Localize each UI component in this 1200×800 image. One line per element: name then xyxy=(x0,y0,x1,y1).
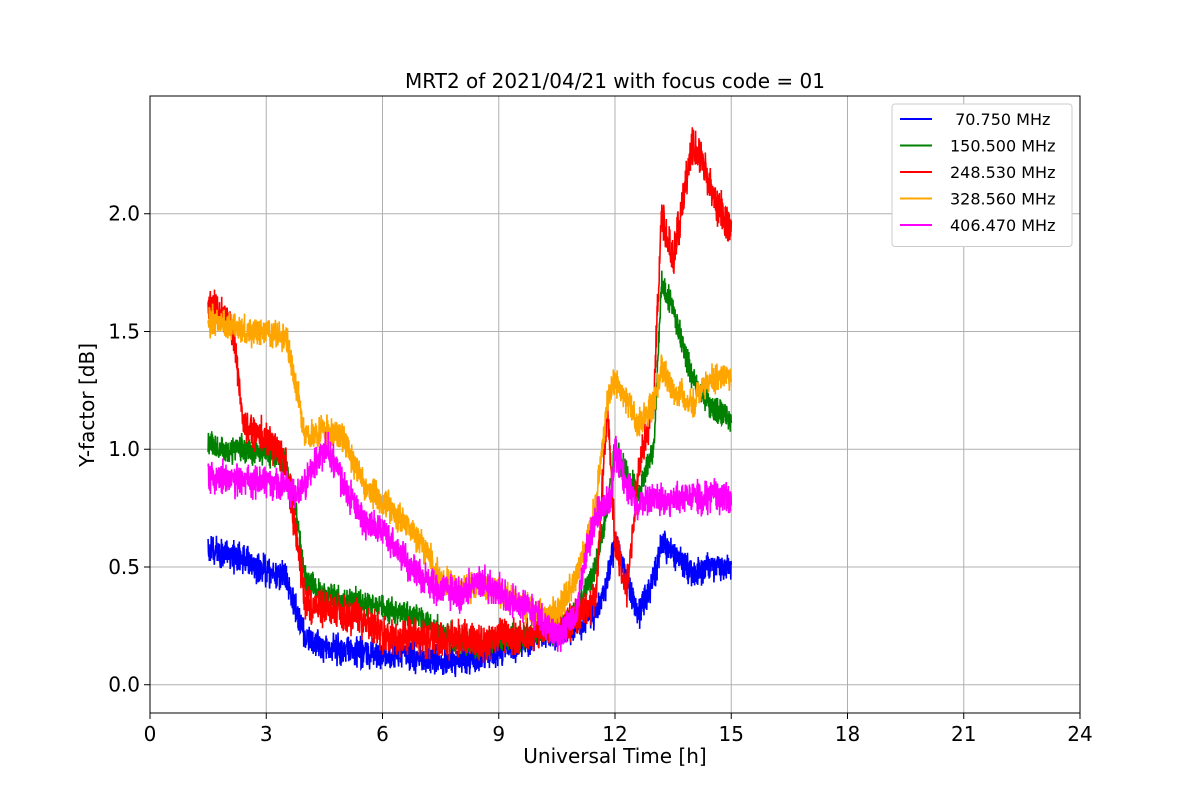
series-layer xyxy=(207,127,733,678)
legend-label: 150.500 MHz xyxy=(950,137,1055,156)
x-axis-ticks: 0 3 6 9 12 15 18 21 24 xyxy=(144,713,1093,746)
legend-label: 248.530 MHz xyxy=(950,163,1055,182)
x-axis-title: Universal Time [h] xyxy=(523,744,706,768)
chart-title: MRT2 of 2021/04/21 with focus code = 01 xyxy=(405,69,825,93)
x-tick-label: 18 xyxy=(835,722,860,746)
y-tick-label: 1.0 xyxy=(108,437,140,461)
y-axis-ticks: 0.0 0.5 1.0 1.5 2.0 xyxy=(108,202,150,697)
x-tick-label: 21 xyxy=(951,722,976,746)
legend: 70.750 MHz 150.500 MHz 248.530 MHz 328.560 … xyxy=(891,103,1073,247)
y-tick-label: 2.0 xyxy=(108,202,140,226)
legend-label: 406.470 MHz xyxy=(950,216,1055,235)
series-line-0 xyxy=(207,530,733,678)
series-line-2 xyxy=(207,127,733,663)
legend-label: 70.750 MHz xyxy=(950,110,1050,129)
x-tick-label: 9 xyxy=(492,722,505,746)
legend-box xyxy=(891,103,1073,247)
x-tick-label: 15 xyxy=(719,722,744,746)
y-tick-label: 1.5 xyxy=(108,319,140,343)
x-tick-label: 6 xyxy=(376,722,389,746)
x-tick-label: 3 xyxy=(260,722,273,746)
y-tick-label: 0.0 xyxy=(108,673,140,697)
x-tick-label: 12 xyxy=(602,722,627,746)
x-tick-label: 0 xyxy=(144,722,157,746)
legend-label: 328.560 MHz xyxy=(950,190,1055,209)
y-tick-label: 0.5 xyxy=(108,555,140,579)
series-line-4 xyxy=(207,431,733,652)
x-tick-label: 24 xyxy=(1067,722,1092,746)
y-axis-title: Y-factor [dB] xyxy=(75,343,99,468)
